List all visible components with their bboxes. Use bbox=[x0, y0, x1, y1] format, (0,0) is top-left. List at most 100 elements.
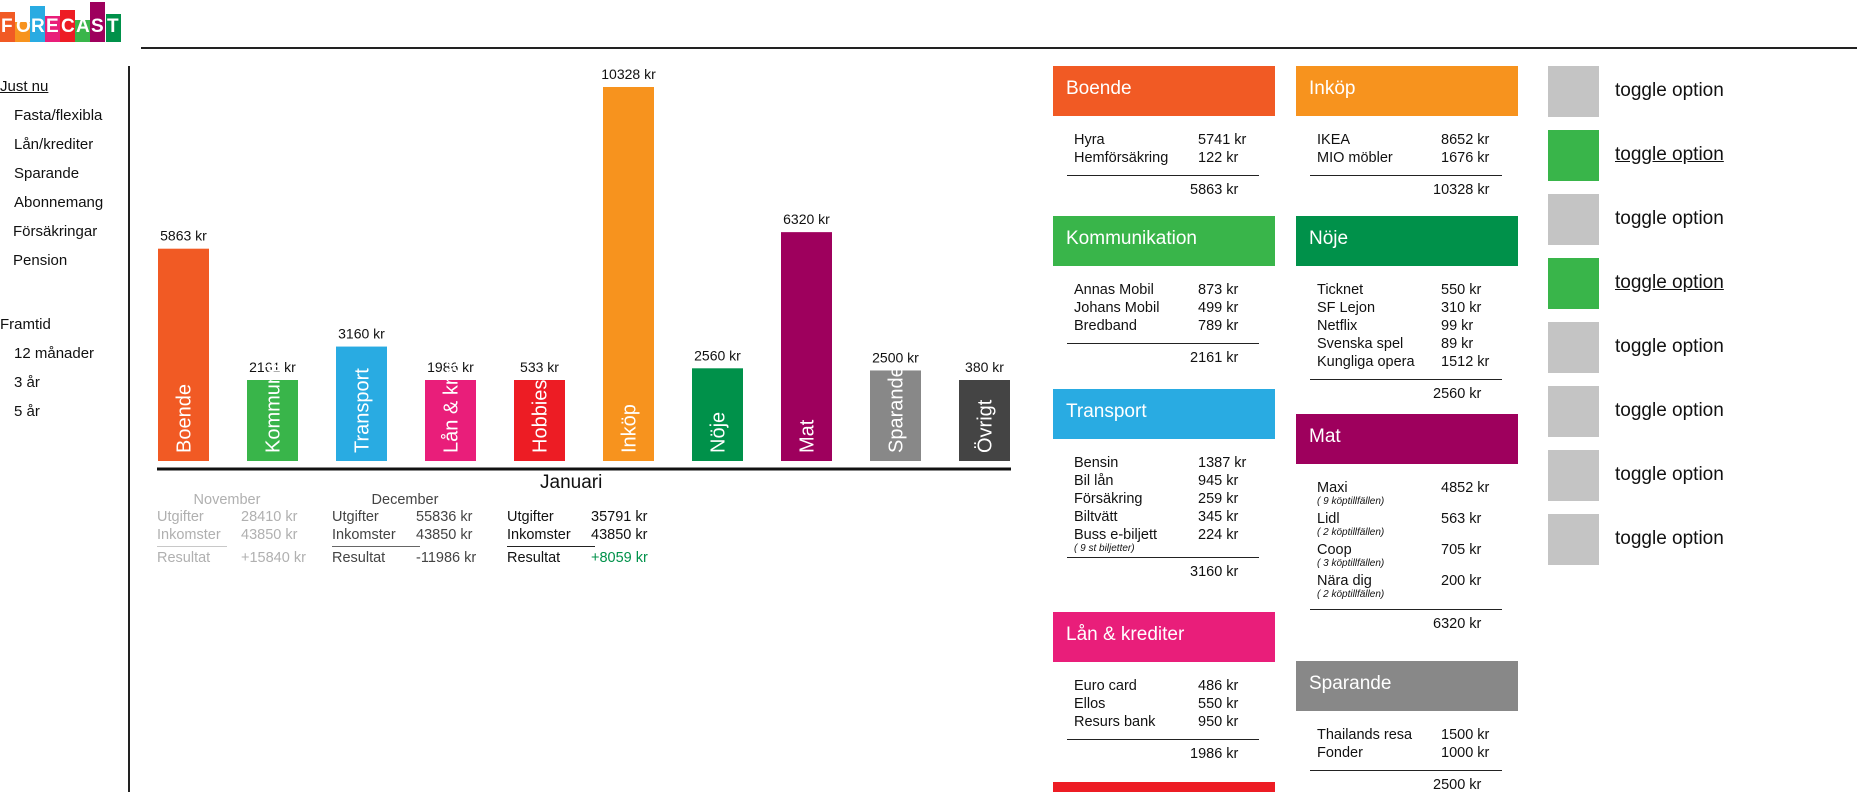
toggle-switch[interactable] bbox=[1548, 194, 1599, 245]
card-header-inkop[interactable]: Inköp bbox=[1296, 66, 1518, 116]
expense-item-name: Biltvätt bbox=[1074, 509, 1118, 525]
nav-item-3-ar[interactable]: 3 år bbox=[14, 374, 40, 391]
bar-4[interactable] bbox=[514, 380, 565, 461]
logo-bar bbox=[90, 2, 105, 42]
expense-item-amount: 1512 kr bbox=[1441, 354, 1490, 370]
toggle-switch[interactable] bbox=[1548, 66, 1599, 117]
nav-item-forsakringar[interactable]: Försäkringar bbox=[13, 223, 98, 240]
card-divider bbox=[1310, 175, 1502, 176]
resultat-label: Resultat bbox=[157, 550, 211, 566]
nav-item-fasta-flexibla[interactable]: Fasta/flexibla bbox=[14, 107, 103, 124]
expense-item-name: Ellos bbox=[1074, 696, 1106, 712]
chart-month-label: Januari bbox=[540, 472, 603, 493]
bar-0[interactable] bbox=[158, 248, 209, 461]
nav-item-abonnemang[interactable]: Abonnemang bbox=[14, 194, 104, 211]
toggle-option-label[interactable]: toggle option bbox=[1615, 144, 1724, 165]
expense-item-name: Ticknet bbox=[1317, 282, 1364, 298]
expense-item-amount: 310 kr bbox=[1441, 300, 1482, 316]
bar-value-label: 10328 kr bbox=[601, 66, 656, 82]
bar-8[interactable] bbox=[870, 370, 921, 461]
logo-letter: O bbox=[16, 16, 31, 37]
logo-letter: R bbox=[31, 16, 45, 37]
resultat-value: +8059 kr bbox=[591, 550, 648, 566]
expense-item-name: Försäkring bbox=[1074, 491, 1143, 507]
nav-item-pension[interactable]: Pension bbox=[13, 252, 68, 269]
toggle-option-label[interactable]: toggle option bbox=[1615, 208, 1724, 229]
bar-9[interactable] bbox=[959, 380, 1010, 461]
card-total: 10328 kr bbox=[1433, 182, 1490, 198]
card-header-kommunikation[interactable]: Kommunikation bbox=[1053, 216, 1275, 266]
inkomster-label: Inkomster bbox=[157, 527, 221, 543]
nav-item-12-manader[interactable]: 12 månader bbox=[14, 345, 95, 362]
bar-5[interactable] bbox=[603, 87, 654, 461]
logo-letter: T bbox=[107, 16, 119, 37]
toggle-switch[interactable] bbox=[1548, 322, 1599, 373]
card-header-mat[interactable]: Mat bbox=[1296, 414, 1518, 464]
card-header-noje[interactable]: Nöje bbox=[1296, 216, 1518, 266]
toggle-option-label[interactable]: toggle option bbox=[1615, 80, 1724, 101]
toggle-switch[interactable] bbox=[1548, 130, 1599, 181]
bar-6[interactable] bbox=[692, 368, 743, 461]
toggle-switch[interactable] bbox=[1548, 514, 1599, 565]
expense-item-amount: 1000 kr bbox=[1441, 745, 1490, 761]
bar-1[interactable] bbox=[247, 380, 298, 461]
expense-item-note: ( 2 köptillfällen) bbox=[1317, 527, 1385, 538]
utgifter-label: Utgifter bbox=[507, 509, 554, 525]
expense-item-name: Fonder bbox=[1317, 745, 1363, 761]
expense-item-name: Bredband bbox=[1074, 318, 1137, 334]
bar-category-label: Lån & krediter bbox=[441, 328, 463, 453]
nav-section-framtid[interactable]: Framtid bbox=[0, 316, 51, 333]
expense-item-note: ( 9 köptillfällen) bbox=[1317, 496, 1385, 507]
bar-value-label: 5863 kr bbox=[160, 228, 207, 244]
card-header-boende[interactable]: Boende bbox=[1053, 66, 1275, 116]
toggle-option-label[interactable]: toggle option bbox=[1615, 400, 1724, 421]
expense-item-amount: 705 kr bbox=[1441, 542, 1482, 558]
expense-item-amount: 950 kr bbox=[1198, 714, 1239, 730]
expense-item-amount: 1387 kr bbox=[1198, 455, 1247, 471]
logo-letter: E bbox=[46, 16, 59, 37]
card-header-lan[interactable]: Lån & krediter bbox=[1053, 612, 1275, 662]
card-divider bbox=[1067, 343, 1259, 344]
expense-item-amount: 789 kr bbox=[1198, 318, 1239, 334]
card-header-hobbies[interactable] bbox=[1053, 782, 1275, 792]
bar-2[interactable] bbox=[336, 346, 387, 461]
bar-category-label: Inköp bbox=[619, 404, 641, 453]
nav-item-sparande[interactable]: Sparande bbox=[14, 165, 80, 182]
card-total: 2161 kr bbox=[1190, 350, 1239, 366]
expense-item-amount: 122 kr bbox=[1198, 150, 1239, 166]
card-total: 5863 kr bbox=[1190, 182, 1239, 198]
toggle-option-label[interactable]: toggle option bbox=[1615, 528, 1724, 549]
month-title: December bbox=[371, 492, 439, 508]
nav-section-just-nu[interactable]: Just nu bbox=[0, 78, 49, 95]
expense-item-amount: 5741 kr bbox=[1198, 132, 1247, 148]
expense-item-name: Maxi bbox=[1317, 480, 1348, 496]
toggle-option-label[interactable]: toggle option bbox=[1615, 272, 1724, 293]
nav-item-5-ar[interactable]: 5 år bbox=[14, 403, 40, 420]
bar-7[interactable] bbox=[781, 232, 832, 461]
utgifter-label: Utgifter bbox=[332, 509, 379, 525]
bar-category-label: Transport bbox=[352, 368, 374, 453]
toggle-switch[interactable] bbox=[1548, 258, 1599, 309]
utgifter-label: Utgifter bbox=[157, 509, 204, 525]
card-total: 6320 kr bbox=[1433, 616, 1482, 632]
toggle-option-label[interactable]: toggle option bbox=[1615, 336, 1724, 357]
card-header-sparande[interactable]: Sparande bbox=[1296, 661, 1518, 711]
bar-value-label: 2500 kr bbox=[872, 349, 919, 365]
expense-item-name: Kungliga opera bbox=[1317, 354, 1415, 370]
card-divider bbox=[1310, 379, 1502, 380]
logo-bar bbox=[75, 20, 90, 42]
bar-value-label: 3160 kr bbox=[338, 326, 385, 342]
card-divider bbox=[1067, 175, 1259, 176]
expense-item-amount: 550 kr bbox=[1198, 696, 1239, 712]
card-divider bbox=[1067, 557, 1259, 558]
card-header-transport[interactable]: Transport bbox=[1053, 389, 1275, 439]
bar-category-label: Hobbies bbox=[530, 380, 552, 453]
toggle-option-label[interactable]: toggle option bbox=[1615, 464, 1724, 485]
toggle-switch[interactable] bbox=[1548, 386, 1599, 437]
bar-3[interactable] bbox=[425, 380, 476, 461]
resultat-value: +15840 kr bbox=[241, 550, 306, 566]
toggle-switch[interactable] bbox=[1548, 450, 1599, 501]
nav-item-lan-krediter[interactable]: Lån/krediter bbox=[14, 136, 94, 153]
divider bbox=[157, 546, 227, 547]
